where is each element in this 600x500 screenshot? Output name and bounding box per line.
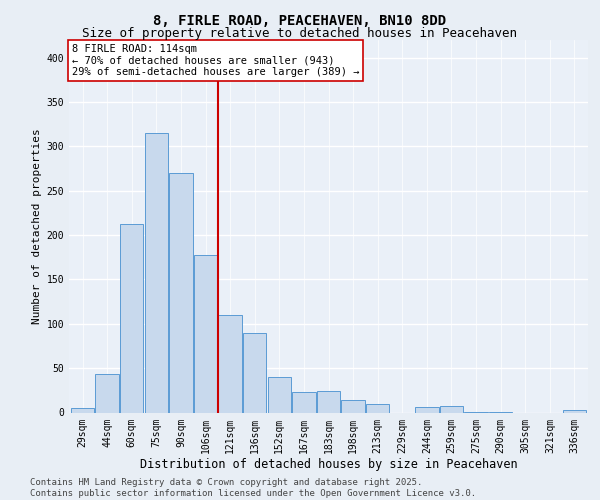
Bar bbox=[292, 392, 316, 412]
Y-axis label: Number of detached properties: Number of detached properties bbox=[32, 128, 43, 324]
Bar bbox=[243, 332, 266, 412]
Bar bbox=[341, 400, 365, 412]
Bar bbox=[169, 173, 193, 412]
Bar bbox=[415, 407, 439, 412]
Bar bbox=[563, 410, 586, 412]
Bar bbox=[95, 374, 119, 412]
Bar bbox=[194, 254, 217, 412]
Text: Size of property relative to detached houses in Peacehaven: Size of property relative to detached ho… bbox=[83, 27, 517, 40]
Text: 8, FIRLE ROAD, PEACEHAVEN, BN10 8DD: 8, FIRLE ROAD, PEACEHAVEN, BN10 8DD bbox=[154, 14, 446, 28]
Bar bbox=[440, 406, 463, 412]
Bar bbox=[120, 224, 143, 412]
Bar bbox=[268, 377, 291, 412]
Bar bbox=[218, 315, 242, 412]
Bar bbox=[317, 391, 340, 412]
Bar bbox=[366, 404, 389, 412]
Text: Contains HM Land Registry data © Crown copyright and database right 2025.
Contai: Contains HM Land Registry data © Crown c… bbox=[30, 478, 476, 498]
Bar bbox=[145, 133, 168, 412]
X-axis label: Distribution of detached houses by size in Peacehaven: Distribution of detached houses by size … bbox=[140, 458, 517, 471]
Bar bbox=[71, 408, 94, 412]
Text: 8 FIRLE ROAD: 114sqm
← 70% of detached houses are smaller (943)
29% of semi-deta: 8 FIRLE ROAD: 114sqm ← 70% of detached h… bbox=[71, 44, 359, 77]
